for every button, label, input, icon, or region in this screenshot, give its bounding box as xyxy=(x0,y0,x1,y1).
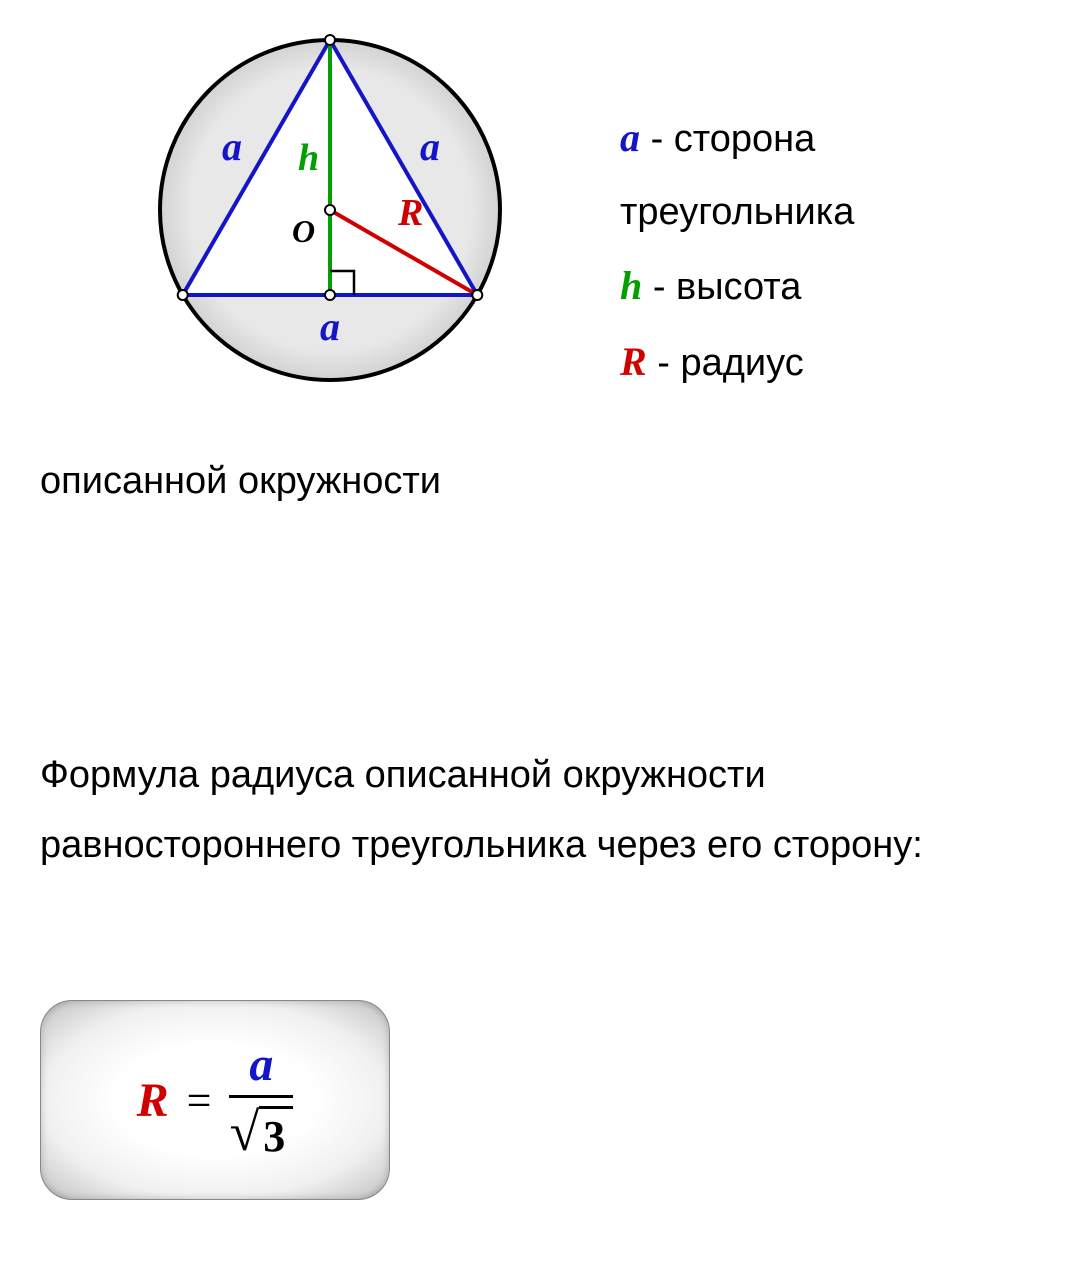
label-h: h xyxy=(298,137,319,179)
formula-box: R = a √ 3 xyxy=(40,1000,390,1200)
label-a-right: a xyxy=(420,124,440,169)
legend-row-a: a - сторона треугольника xyxy=(620,100,1040,248)
paragraph: Формула радиуса описанной окружности рав… xyxy=(40,740,1040,881)
formula-lhs: R xyxy=(137,1073,169,1128)
label-O: O xyxy=(292,213,315,249)
legend-row-R: R - радиус xyxy=(620,324,1040,400)
diagram: a a a h R O xyxy=(140,20,520,400)
radicand: 3 xyxy=(259,1106,293,1159)
formula-denominator: √ 3 xyxy=(230,1098,294,1159)
legend-sym-a: a xyxy=(620,115,640,160)
formula-numerator: a xyxy=(229,1041,293,1095)
legend-continuation: описанной окружности xyxy=(40,460,441,503)
legend: a - сторона треугольника h - высота R - … xyxy=(620,100,1040,400)
legend-sym-R: R xyxy=(620,339,647,384)
surd-icon: √ xyxy=(230,1108,260,1161)
top-section: a a a h R O a - сторона треугольника h -… xyxy=(40,20,1040,500)
legend-desc-a: - сторона треугольника xyxy=(620,118,854,233)
legend-desc-R: - радиус xyxy=(657,342,803,384)
label-R: R xyxy=(397,192,423,234)
legend-row-h: h - высота xyxy=(620,248,1040,324)
label-a-left: a xyxy=(222,124,242,169)
geometry-svg: a a a h R O xyxy=(140,20,520,400)
label-a-bottom: a xyxy=(320,304,340,349)
legend-desc-h: - высота xyxy=(653,266,802,308)
formula-eq: = xyxy=(187,1075,212,1126)
formula-fraction: a √ 3 xyxy=(229,1041,293,1159)
formula: R = a √ 3 xyxy=(137,1041,294,1159)
sqrt: √ 3 xyxy=(230,1106,294,1159)
legend-sym-h: h xyxy=(620,263,642,308)
